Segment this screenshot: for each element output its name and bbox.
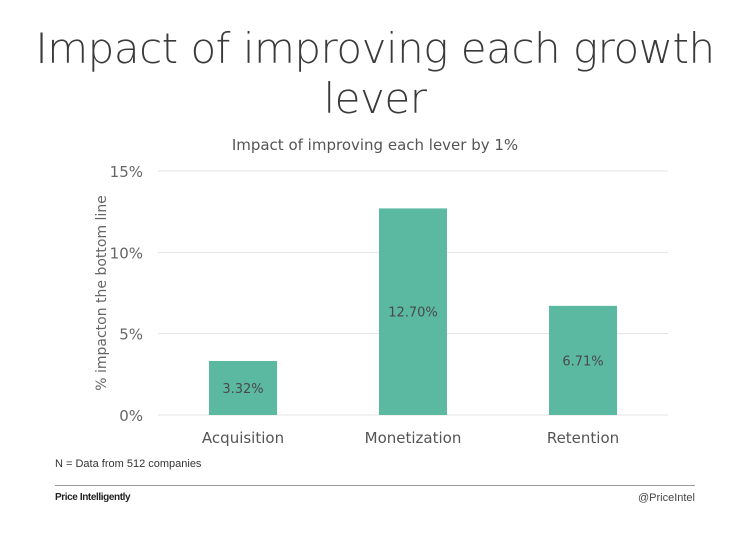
x-tick-label: Retention [547, 429, 619, 447]
data-label: 3.32% [222, 382, 263, 397]
x-tick-label: Acquisition [202, 429, 284, 447]
footer-divider [55, 485, 695, 486]
chart-title: Impact of improving each lever by 1% [231, 136, 519, 154]
y-tick-label: 0% [119, 407, 143, 425]
x-tick-label: Monetization [365, 429, 462, 447]
footnote: N = Data from 512 companies [55, 458, 202, 470]
twitter-handle: @PriceIntel [637, 492, 695, 504]
data-label: 12.70% [388, 306, 438, 321]
y-tick-label: 10% [110, 244, 143, 262]
bar-retention [549, 305, 617, 415]
bar-acquisition [209, 360, 277, 415]
data-label: 6.71% [562, 354, 603, 369]
y-tick-label: 5% [119, 326, 143, 344]
brand-logo: Price Intelligently [55, 492, 131, 503]
bar-monetization [379, 208, 447, 415]
y-tick-label: 15% [110, 163, 143, 181]
slide-title: Impact of improving each growth lever [35, 24, 715, 123]
y-axis-label: % impacton the bottom line [94, 195, 110, 391]
